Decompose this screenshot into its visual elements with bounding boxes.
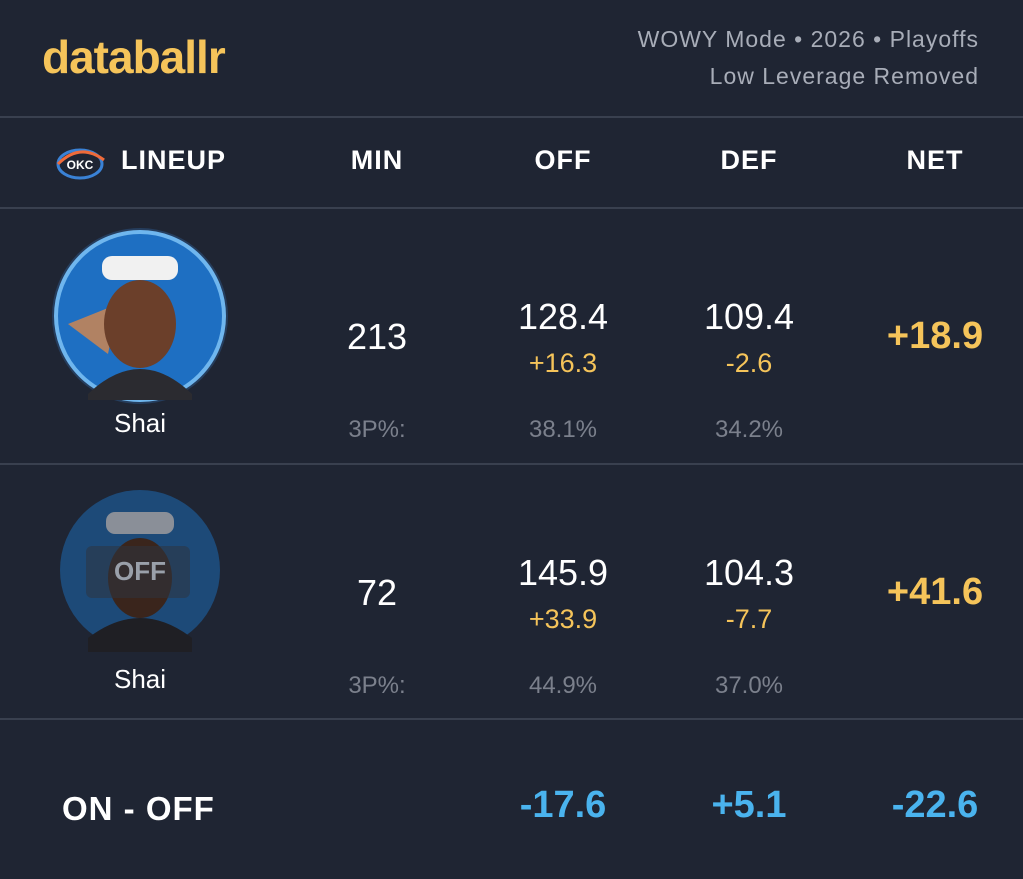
player-name: Shai <box>113 664 167 694</box>
player-avatar: OFF <box>60 490 220 652</box>
logo: databallr <box>42 31 226 83</box>
on-off-label: ON - OFF <box>62 790 215 827</box>
off: 145.9 <box>517 552 609 593</box>
off: 128.4 <box>517 296 609 337</box>
subtitle: Low Leverage Removed <box>709 63 979 89</box>
def: 109.4 <box>703 296 795 337</box>
column-header: OFF <box>534 145 592 175</box>
subtitle: WOWY Mode • 2026 • Playoffs <box>637 26 979 52</box>
three-label: 3P%: <box>348 672 406 699</box>
column-header: MIN <box>350 145 404 175</box>
min: 72 <box>356 572 398 613</box>
team-logo: OKC <box>56 148 105 180</box>
def: 104.3 <box>703 552 795 593</box>
def-three: 37.0% <box>714 672 784 699</box>
column-header: DEF <box>720 145 778 175</box>
net: +18.9 <box>886 315 984 357</box>
three-label: 3P%: <box>348 416 406 443</box>
def-diff: -2.6 <box>725 348 773 378</box>
player-avatar <box>52 228 228 404</box>
team-badge: OKC <box>67 158 94 172</box>
off-three: 44.9% <box>528 672 598 699</box>
on-off-off: -17.6 <box>519 784 607 826</box>
column-header: NET <box>906 145 964 175</box>
off-badge: OFF <box>114 556 166 586</box>
on-off-def: +5.1 <box>711 784 787 826</box>
def-diff: -7.7 <box>725 604 773 634</box>
player-name: Shai <box>113 408 167 438</box>
divider <box>0 463 1023 465</box>
min: 213 <box>346 316 408 357</box>
divider <box>0 116 1023 118</box>
on-off-net: -22.6 <box>891 784 979 826</box>
off-three: 38.1% <box>528 416 598 443</box>
divider <box>0 207 1023 209</box>
def-three: 34.2% <box>714 416 784 443</box>
off-diff: +16.3 <box>528 348 598 378</box>
column-header: LINEUP <box>121 145 227 175</box>
off-diff: +33.9 <box>528 604 598 634</box>
divider <box>0 718 1023 720</box>
net: +41.6 <box>886 571 984 613</box>
